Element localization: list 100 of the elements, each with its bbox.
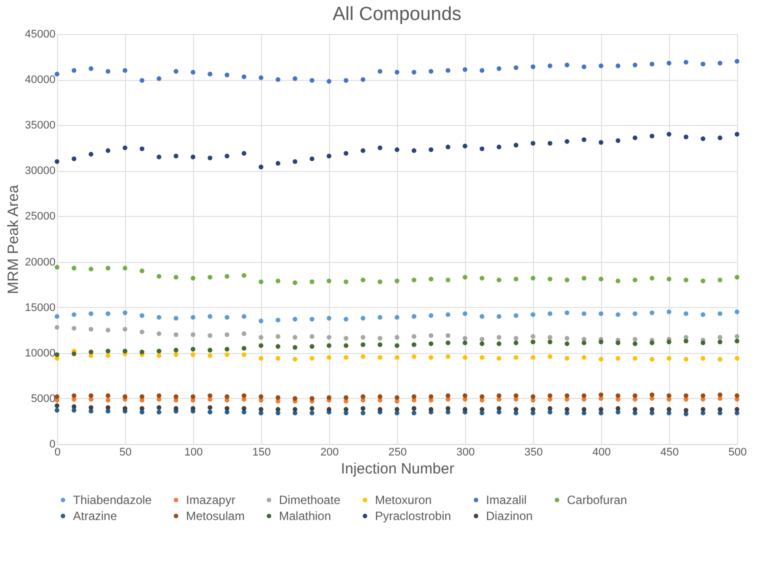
point bbox=[462, 393, 468, 398]
point bbox=[700, 312, 706, 317]
y-tick-label: 5000 bbox=[31, 392, 56, 405]
point bbox=[564, 336, 570, 341]
point bbox=[666, 407, 672, 412]
point bbox=[106, 353, 110, 358]
point bbox=[106, 348, 110, 354]
point bbox=[140, 350, 144, 354]
point bbox=[242, 406, 246, 411]
point bbox=[378, 69, 382, 74]
point bbox=[292, 407, 298, 412]
point bbox=[208, 333, 212, 338]
point bbox=[378, 146, 382, 150]
point bbox=[734, 407, 740, 412]
point bbox=[54, 159, 60, 164]
point bbox=[190, 332, 196, 338]
point bbox=[462, 67, 468, 72]
point bbox=[462, 311, 468, 316]
point bbox=[718, 278, 722, 282]
point bbox=[106, 266, 110, 270]
point bbox=[140, 313, 144, 318]
point bbox=[480, 314, 484, 319]
point bbox=[598, 392, 604, 398]
point bbox=[310, 410, 314, 416]
point bbox=[156, 348, 162, 354]
point bbox=[412, 410, 416, 416]
point bbox=[530, 407, 536, 412]
point bbox=[258, 75, 264, 80]
point bbox=[446, 278, 450, 282]
point bbox=[122, 406, 128, 411]
point bbox=[394, 407, 400, 412]
point bbox=[582, 393, 586, 398]
point bbox=[462, 407, 468, 412]
point bbox=[734, 132, 740, 137]
point bbox=[292, 316, 298, 322]
point bbox=[718, 392, 722, 398]
point bbox=[258, 394, 264, 399]
point bbox=[106, 393, 110, 398]
point bbox=[292, 335, 298, 340]
point bbox=[276, 161, 280, 166]
point bbox=[530, 334, 536, 339]
point bbox=[632, 136, 638, 140]
point bbox=[310, 356, 314, 361]
point bbox=[326, 335, 332, 340]
legend-label: Thiabendazole bbox=[73, 493, 152, 507]
point bbox=[242, 74, 246, 80]
point bbox=[598, 140, 604, 145]
point bbox=[190, 346, 196, 352]
point bbox=[72, 326, 76, 331]
point bbox=[650, 392, 654, 398]
y-tick-label: 25000 bbox=[24, 210, 56, 223]
point bbox=[174, 316, 178, 321]
point bbox=[208, 405, 212, 410]
point bbox=[734, 338, 740, 344]
point bbox=[394, 315, 400, 320]
point bbox=[140, 394, 144, 399]
point bbox=[684, 311, 688, 316]
point bbox=[156, 393, 162, 398]
point bbox=[190, 276, 196, 281]
point bbox=[258, 279, 264, 284]
y-tick-label: 15000 bbox=[24, 302, 56, 314]
point bbox=[564, 407, 570, 412]
point bbox=[258, 318, 264, 324]
point bbox=[106, 398, 110, 403]
point bbox=[496, 406, 502, 411]
point bbox=[326, 278, 332, 284]
point bbox=[224, 346, 230, 352]
point bbox=[718, 335, 722, 340]
legend-label: Dimethoate bbox=[279, 493, 341, 507]
y-tick-label: 40000 bbox=[24, 74, 56, 86]
point bbox=[190, 352, 196, 358]
point bbox=[292, 159, 298, 164]
point bbox=[616, 356, 620, 361]
point bbox=[378, 342, 382, 348]
point bbox=[326, 79, 332, 84]
point bbox=[344, 407, 348, 412]
point bbox=[190, 154, 196, 160]
point bbox=[496, 66, 502, 71]
point bbox=[242, 352, 246, 358]
point bbox=[598, 340, 604, 344]
x-tick-label: 100 bbox=[184, 446, 203, 458]
point bbox=[684, 278, 688, 282]
point bbox=[310, 78, 314, 83]
point bbox=[496, 144, 502, 150]
point bbox=[54, 394, 60, 399]
point bbox=[54, 72, 60, 76]
point bbox=[208, 274, 212, 280]
x-tick-label: 250 bbox=[388, 446, 407, 458]
point bbox=[462, 340, 468, 346]
point bbox=[548, 140, 552, 146]
point bbox=[224, 394, 230, 399]
point bbox=[564, 310, 570, 316]
point bbox=[480, 276, 484, 281]
point bbox=[276, 334, 280, 339]
point bbox=[310, 344, 314, 349]
legend-label: Imazapyr bbox=[186, 493, 236, 507]
point bbox=[446, 312, 450, 317]
point bbox=[514, 336, 518, 341]
point bbox=[666, 356, 672, 361]
point bbox=[106, 69, 110, 74]
